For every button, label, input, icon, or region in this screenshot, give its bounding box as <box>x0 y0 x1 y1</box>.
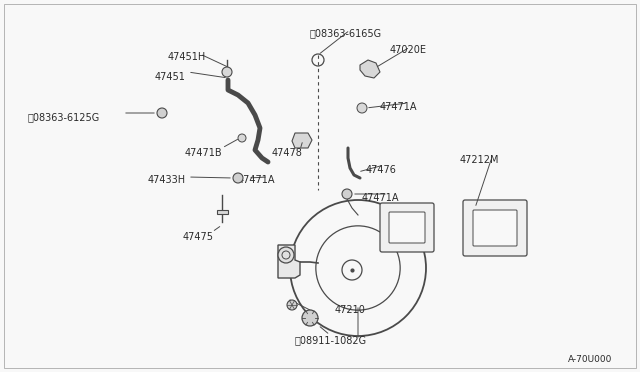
Polygon shape <box>292 133 312 148</box>
Text: 47212: 47212 <box>390 228 421 238</box>
Text: 47475: 47475 <box>183 232 214 242</box>
Text: 47433H: 47433H <box>148 175 186 185</box>
Text: 47471B: 47471B <box>185 148 223 158</box>
Polygon shape <box>360 60 380 78</box>
Text: Ⓜ08911-1082G: Ⓜ08911-1082G <box>295 335 367 345</box>
Text: Ⓝ08363-6125G: Ⓝ08363-6125G <box>28 112 100 122</box>
Text: Ⓢ08363-6165G: Ⓢ08363-6165G <box>310 28 382 38</box>
Text: 47471A: 47471A <box>362 193 399 203</box>
Polygon shape <box>217 210 228 214</box>
FancyBboxPatch shape <box>473 210 517 246</box>
Text: 47020E: 47020E <box>390 45 427 55</box>
Text: 47471A: 47471A <box>380 102 417 112</box>
Text: 47476: 47476 <box>366 165 397 175</box>
Circle shape <box>287 300 297 310</box>
Text: 47211: 47211 <box>488 228 519 238</box>
Polygon shape <box>278 245 300 278</box>
Circle shape <box>302 310 318 326</box>
Circle shape <box>233 173 243 183</box>
Circle shape <box>238 134 246 142</box>
Text: 47478: 47478 <box>272 148 303 158</box>
Text: 47451: 47451 <box>155 72 186 82</box>
FancyBboxPatch shape <box>380 203 434 252</box>
Text: 47212M: 47212M <box>460 155 499 165</box>
Text: 47451H: 47451H <box>168 52 206 62</box>
Text: A-70U000: A-70U000 <box>568 355 612 364</box>
Text: 47210: 47210 <box>335 305 366 315</box>
Circle shape <box>357 103 367 113</box>
Text: 47471A: 47471A <box>238 175 275 185</box>
FancyBboxPatch shape <box>463 200 527 256</box>
FancyBboxPatch shape <box>389 212 425 243</box>
Circle shape <box>278 247 294 263</box>
Circle shape <box>222 67 232 77</box>
Circle shape <box>157 108 167 118</box>
Circle shape <box>342 189 352 199</box>
